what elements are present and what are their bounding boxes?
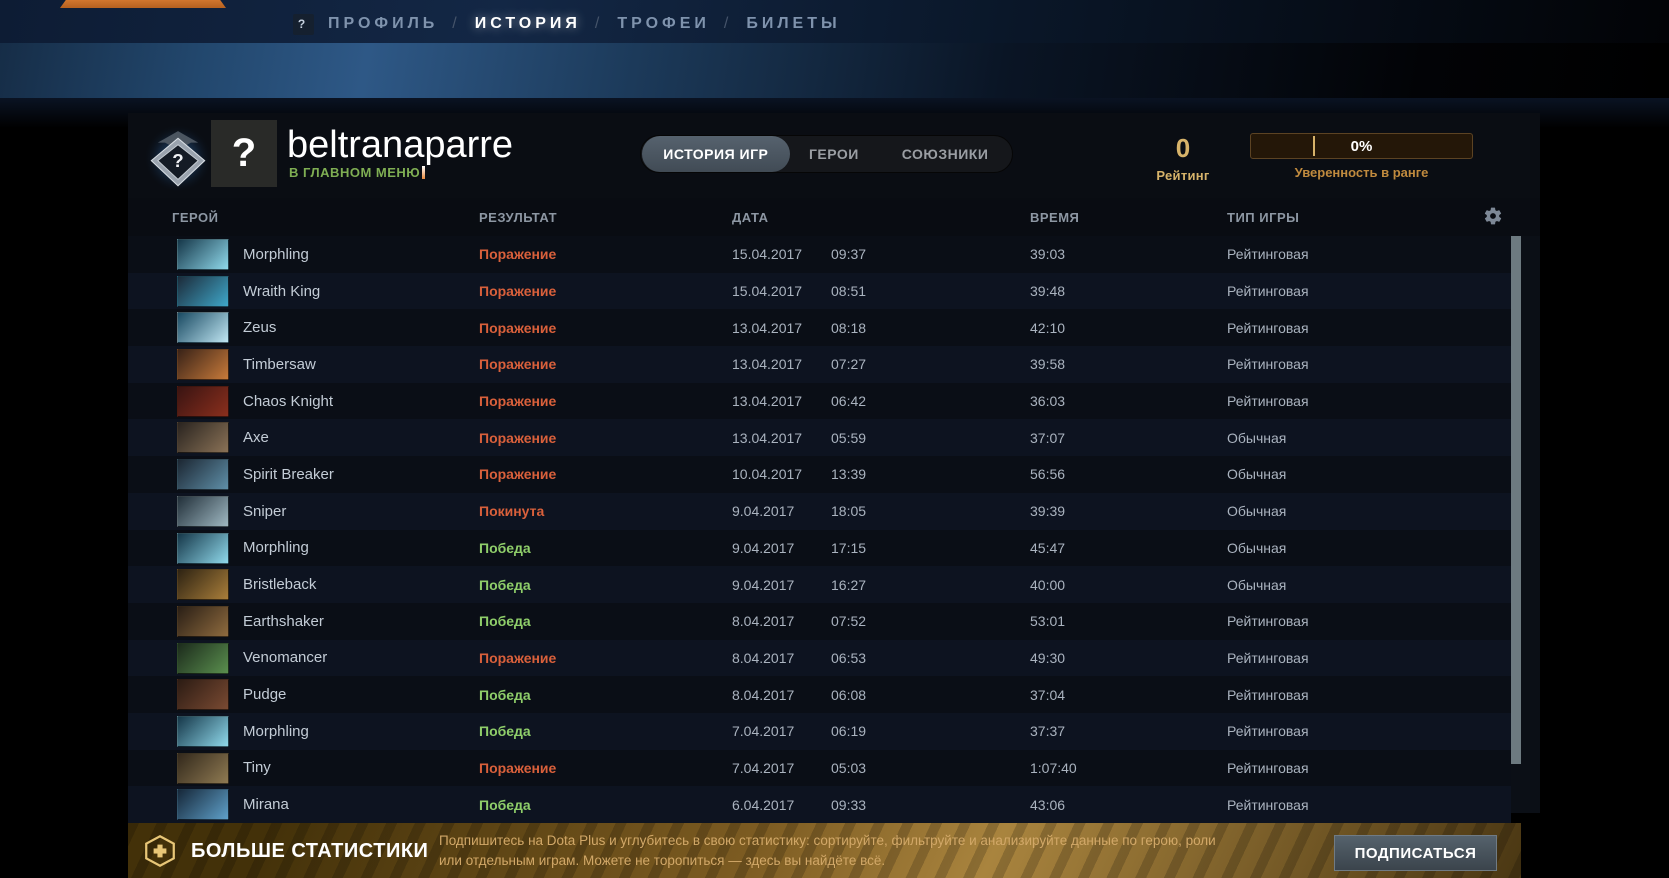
- svg-text:?: ?: [172, 150, 183, 171]
